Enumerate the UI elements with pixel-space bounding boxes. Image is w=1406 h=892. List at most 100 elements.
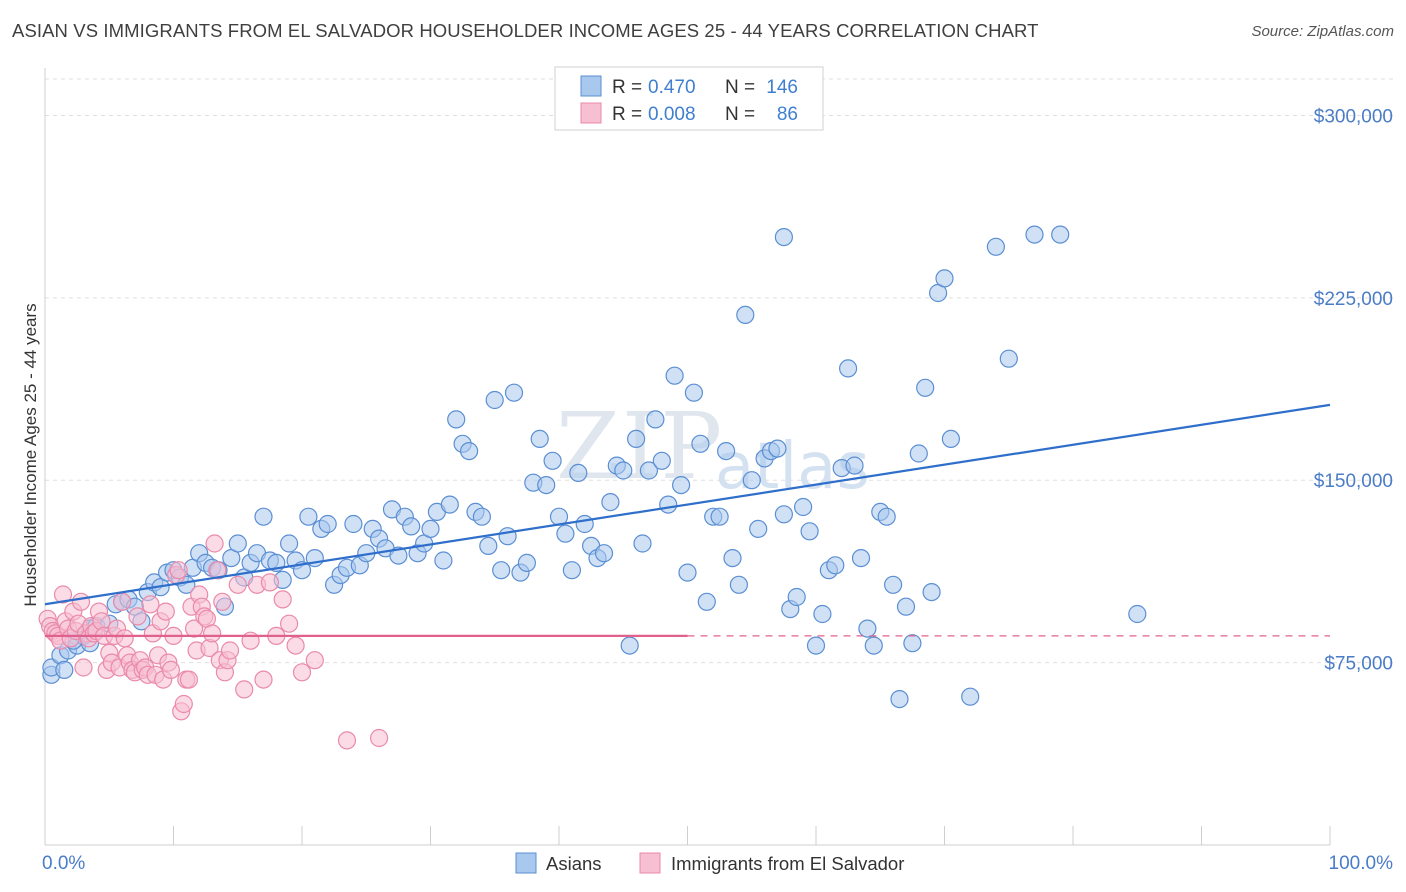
asian-point	[299, 507, 318, 526]
legend-swatch-asians	[580, 75, 602, 97]
asian-point	[228, 534, 247, 553]
asian-point	[864, 636, 883, 655]
asian-point	[280, 534, 299, 553]
asian-trend-line	[44, 403, 1331, 606]
y-tick-label: $225,000	[1314, 289, 1393, 310]
series-legend: Asians Immigrants from El Salvador	[515, 852, 904, 874]
asian-point	[813, 604, 832, 624]
legend-n-label-asians: N =	[725, 77, 755, 98]
x-tick-label-end: 100.0%	[1329, 853, 1394, 874]
asian-point	[556, 524, 575, 543]
asian-point	[896, 597, 916, 616]
trend-layer	[44, 403, 1331, 637]
el-salvador-point	[286, 636, 305, 655]
asian-point	[485, 390, 504, 410]
asian-point	[537, 476, 556, 495]
el-salvador-point	[273, 590, 292, 609]
asian-point	[517, 553, 537, 573]
asian-point	[774, 505, 794, 524]
asian-point	[1128, 604, 1147, 624]
asian-point	[671, 476, 691, 495]
asian-point	[787, 587, 806, 607]
asian-point	[684, 383, 704, 402]
el-salvador-point	[179, 670, 198, 689]
asian-point	[639, 461, 659, 480]
asian-point	[736, 305, 755, 324]
el-salvador-point	[71, 592, 91, 611]
asian-point	[447, 410, 466, 429]
asian-point	[562, 561, 582, 580]
asian-point	[479, 536, 498, 556]
el-salvador-point	[112, 592, 132, 611]
asian-point	[652, 451, 671, 470]
el-salvador-point	[156, 602, 175, 621]
asian-point	[575, 514, 594, 534]
asian-point	[723, 548, 742, 568]
bottom-legend-swatch-el-salvador	[639, 852, 661, 874]
asian-point	[614, 461, 633, 480]
asian-point	[620, 636, 639, 655]
asian-point	[838, 359, 858, 378]
asian-point	[344, 514, 363, 534]
asian-point	[504, 383, 524, 402]
asian-point	[1051, 225, 1070, 244]
el-salvador-point	[370, 728, 389, 748]
el-salvador-point	[305, 651, 324, 670]
el-salvador-point	[128, 607, 147, 626]
el-salvador-point	[220, 641, 240, 660]
asian-point	[697, 592, 716, 611]
asian-point	[729, 575, 749, 594]
legend-r-value-el-salvador: 0.008	[648, 104, 696, 125]
el-salvador-point	[174, 694, 193, 714]
el-salvador-point	[185, 619, 204, 638]
asian-point	[749, 519, 768, 539]
stats-legend: R = 0.470 N = 146 R = 0.008 N = 86	[554, 66, 824, 131]
bottom-legend-swatch-asians	[515, 852, 537, 874]
asian-point	[806, 636, 826, 655]
asian-point	[935, 269, 954, 288]
asian-point	[903, 634, 922, 653]
asian-point	[858, 619, 877, 638]
asian-point	[999, 349, 1018, 368]
chart-source: Source: ZipAtlas.com	[1251, 23, 1394, 40]
asian-point	[389, 546, 408, 565]
asian-point	[909, 444, 928, 463]
asian-point	[498, 527, 517, 546]
asian-point	[941, 429, 961, 448]
legend-n-value-asians: 146	[766, 77, 798, 98]
asian-point	[492, 561, 511, 580]
legend-r-label-asians: R =	[612, 77, 642, 98]
asian-point	[601, 493, 620, 512]
y-tick-labels: $75,000 $150,000 $225,000 $300,000	[1314, 106, 1393, 674]
asian-point	[922, 582, 941, 602]
asian-point	[626, 429, 646, 448]
asian-point	[691, 434, 710, 453]
asian-point	[986, 237, 1006, 256]
y-tick-label: $150,000	[1314, 471, 1393, 492]
legend-r-label-el-salvador: R =	[612, 104, 642, 125]
legend-n-label-el-salvador: N =	[725, 104, 755, 125]
asian-point	[665, 366, 684, 385]
legend-r-value-asians: 0.470	[648, 77, 696, 98]
asian-point	[890, 689, 909, 709]
asian-point	[774, 228, 794, 247]
x-tick-label-start: 0.0%	[42, 853, 85, 874]
el-salvador-point	[203, 624, 222, 643]
el-salvador-point	[241, 631, 260, 650]
asian-point	[659, 495, 678, 514]
asian-point	[472, 507, 491, 526]
asian-point	[646, 410, 665, 429]
asian-point	[742, 471, 761, 490]
el-salvador-point	[141, 595, 160, 614]
asian-point	[845, 456, 864, 475]
el-salvador-point	[205, 534, 224, 553]
asian-point	[793, 497, 813, 517]
el-salvador-point	[292, 663, 312, 682]
el-salvador-point	[161, 660, 180, 680]
el-salvador-point	[53, 585, 73, 604]
el-salvador-point	[115, 629, 134, 648]
asian-point	[318, 514, 337, 534]
asian-point	[883, 575, 903, 594]
asian-point	[543, 451, 562, 470]
